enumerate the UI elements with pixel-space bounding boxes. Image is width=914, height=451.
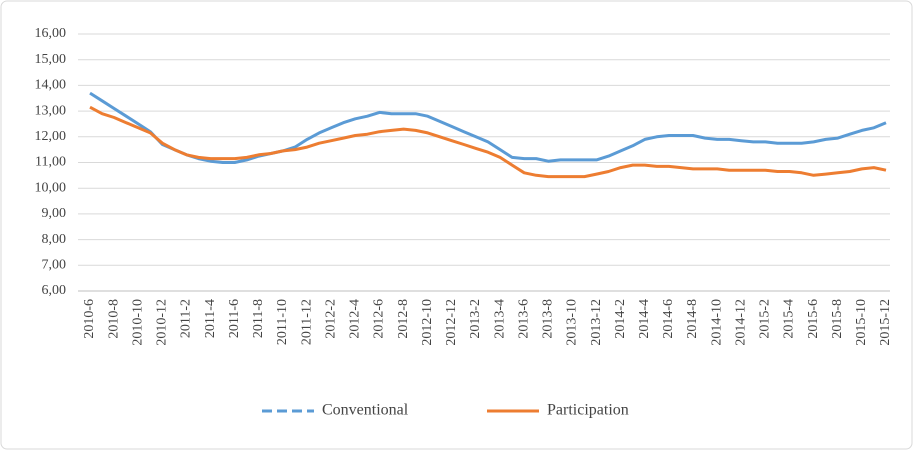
x-tick-label: 2010-6 (82, 299, 97, 339)
y-tick-label: 12,00 (35, 129, 67, 144)
y-tick-label: 16,00 (35, 26, 67, 41)
x-tick-label: 2011-10 (275, 299, 290, 345)
x-tick-label: 2012-8 (396, 299, 411, 339)
y-tick-label: 10,00 (35, 180, 67, 195)
x-tick-label: 2012-2 (323, 299, 338, 339)
x-tick-label: 2014-8 (685, 299, 700, 339)
x-tick-label: 2013-12 (589, 299, 604, 346)
x-tick-label: 2011-8 (251, 299, 266, 338)
y-tick-label: 8,00 (42, 232, 67, 247)
x-tick-label: 2014-4 (637, 299, 652, 339)
x-tick-label: 2013-2 (468, 299, 483, 339)
x-tick-label: 2011-6 (227, 299, 242, 338)
x-tick-label: 2012-4 (348, 299, 363, 339)
x-tick-label: 2012-10 (420, 299, 435, 346)
x-tick-label: 2011-2 (179, 299, 194, 338)
y-tick-label: 14,00 (35, 78, 67, 93)
x-tick-label: 2014-10 (709, 299, 724, 346)
x-tick-label: 2012-6 (372, 299, 387, 339)
y-tick-label: 9,00 (42, 206, 67, 221)
series-line (89, 91, 887, 164)
x-tick-label: 2015-4 (782, 299, 797, 339)
x-tick-label: 2010-8 (106, 299, 121, 339)
x-tick-label: 2013-10 (565, 299, 580, 346)
series-line (89, 105, 887, 179)
x-tick-label: 2013-4 (492, 299, 507, 339)
x-tick-label: 2010-12 (155, 299, 170, 346)
x-tick-label: 2012-12 (444, 299, 459, 346)
x-tick-label: 2015-8 (830, 299, 845, 339)
legend-label: Participation (547, 402, 629, 419)
x-tick-label: 2014-2 (613, 299, 628, 339)
y-tick-label: 11,00 (35, 155, 66, 170)
legend-label: Conventional (322, 402, 409, 419)
x-tick-label: 2014-6 (661, 299, 676, 339)
x-tick-label: 2015-10 (854, 299, 869, 346)
x-tick-label: 2010-10 (130, 299, 145, 346)
x-tick-label: 2014-12 (733, 299, 748, 346)
x-tick-label: 2011-12 (299, 299, 314, 345)
x-tick-label: 2015-6 (806, 299, 821, 339)
y-tick-label: 7,00 (42, 258, 67, 273)
x-tick-label: 2015-12 (878, 299, 893, 346)
y-tick-label: 13,00 (35, 103, 67, 118)
x-tick-label: 2013-8 (541, 299, 556, 339)
x-tick-label: 2013-6 (516, 299, 531, 339)
y-tick-label: 15,00 (35, 52, 67, 67)
x-tick-label: 2011-4 (203, 299, 218, 338)
x-tick-label: 2015-2 (758, 299, 773, 339)
y-tick-label: 6,00 (42, 283, 67, 298)
